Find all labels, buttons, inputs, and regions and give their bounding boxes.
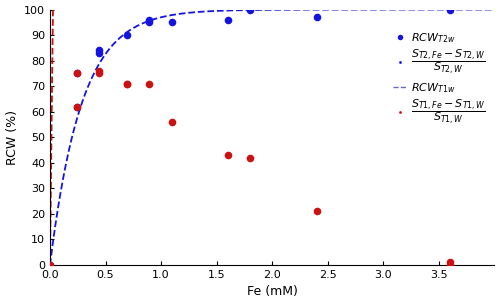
Point <box>122 33 130 37</box>
Point <box>72 71 80 76</box>
Point <box>72 104 80 109</box>
Point <box>122 81 130 86</box>
Point <box>446 260 454 265</box>
Point <box>122 81 130 86</box>
Point <box>95 48 103 53</box>
Point <box>95 71 103 76</box>
Point <box>72 104 80 109</box>
Point <box>312 209 320 214</box>
Point <box>224 17 232 22</box>
Point <box>46 263 54 268</box>
Point <box>446 263 454 268</box>
Point <box>72 71 80 76</box>
Point <box>46 263 54 268</box>
Point <box>312 15 320 20</box>
Point <box>246 155 254 160</box>
Point <box>168 20 176 25</box>
Point <box>224 153 232 157</box>
X-axis label: Fe (mM): Fe (mM) <box>247 285 298 299</box>
Point <box>145 81 153 86</box>
Point <box>168 119 176 124</box>
Point <box>95 50 103 55</box>
Legend: $\it{RCW}_{T2w}$, $\dfrac{S_{T2,Fe}-S_{T2,W}}{S_{T2,W}}$, $\it{RCW}_{T1w}$, $\df: $\it{RCW}_{T2w}$, $\dfrac{S_{T2,Fe}-S_{T… <box>390 28 489 130</box>
Point <box>246 7 254 12</box>
Point <box>446 7 454 12</box>
Point <box>145 17 153 22</box>
Point <box>95 68 103 73</box>
Point <box>145 20 153 25</box>
Y-axis label: RCW (%): RCW (%) <box>6 110 18 165</box>
